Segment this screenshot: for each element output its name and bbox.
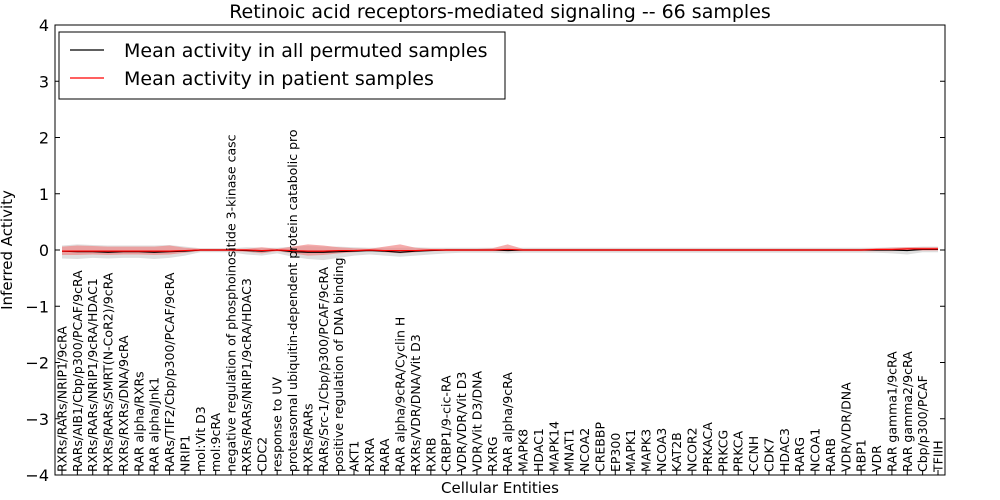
y-tick-label: 0 [39,241,49,260]
y-tick-label: −1 [25,297,49,316]
y-tick-label: 4 [39,16,49,35]
x-tick-label: RARA [377,438,392,472]
legend-box [58,31,506,100]
x-tick-label: RXRs/RXRs/DNA/9cRA [116,335,131,472]
x-tick-label: NCOR2 [685,427,700,472]
x-tick-label: response to UV [270,377,285,472]
x-tick-label: CDK7 [761,437,776,472]
series-line-patient [62,248,938,252]
x-tick-label: Cbp/p300/PCAF [915,375,930,472]
x-tick-label: CDC2 [254,437,269,472]
x-tick-label: PRKCA [731,431,746,472]
x-tick-label: RAR alpha/Jnk1 [147,377,162,472]
x-tick-label: VDR/VDR/DNA [838,382,853,472]
x-tick-label: proteasomal ubiquitin-dependent protein … [285,129,300,472]
x-tick-label: CRBP1/9-cic-RA [439,375,454,472]
x-tick-label: RXRs/RARs/NRIP1/9cRA/HDAC1 [85,278,100,472]
x-tick-label: NCOA1 [808,428,823,472]
x-tick-label: RXRs/VDR/DNA/Vit D3 [408,334,423,472]
y-tick-label: −3 [25,410,49,429]
axis-ticks: −4 −3 −2 −1 0 1 2 3 4 [25,16,945,485]
x-tick-label: RARs/Src-1/Cbp/p300/PCAF/9cRA [316,266,331,472]
x-tick-label: RAR alpha/RXRs [131,371,146,472]
y-tick-label: −4 [25,466,49,485]
x-tick-label: NCOA3 [654,428,669,472]
legend-label-patient: Mean activity in patient samples [124,68,434,90]
x-tick-labels: RXRs/RARs/NRIP1/9cRA RARs/AIB1/Cbp/p300/P… [55,129,946,473]
band-permuted [62,244,938,261]
x-tick-label: RXRs/RARs [300,403,315,472]
legend-label-permuted: Mean activity in all permuted samples [124,40,487,62]
x-tick-label: RXRs/RARs/SMRT(N-CoR2)/9cRA [101,272,116,472]
x-tick-label: RBP1 [854,439,869,472]
x-tick-label: AKT1 [347,441,362,472]
y-tick-label: 2 [39,129,49,148]
x-tick-label: positive regulation of DNA binding [331,257,346,472]
x-tick-label: RAR gamma1/9cRA [884,351,899,472]
x-tick-label: MAPK3 [639,429,654,472]
x-tick-label: MAPK14 [546,421,561,472]
x-tick-label: RXRs/RARs/NRIP1/9cRA [55,326,70,472]
x-tick-label: mol:Vit D3 [193,406,208,472]
x-tick-label: RARs/TIF2/Cbp/p300/PCAF/9cRA [162,272,177,472]
x-tick-label: HDAC3 [777,428,792,472]
y-tick-label: −2 [25,354,49,373]
x-axis-label: Cellular Entities [441,479,559,497]
x-tick-label: PRKACA [700,422,715,472]
y-tick-label: 3 [39,72,49,91]
y-tick-label: 1 [39,185,49,204]
x-tick-label: VDR/VDR/Vit D3 [454,372,469,472]
x-tick-label: HDAC1 [531,428,546,472]
x-tick-label: CREBBP [592,422,607,472]
x-tick-label: RXRB [423,437,438,472]
x-tick-label: PRKCG [715,430,730,472]
x-tick-label: NCOA2 [577,428,592,472]
confidence-bands [62,244,938,261]
x-tick-label: negative regulation of phosphoinositide … [224,134,239,472]
x-tick-label: MAPK8 [516,429,531,472]
x-tick-label: EP300 [608,433,623,472]
y-axis-label: Inferred Activity [0,190,16,310]
x-tick-label: CCNH [746,436,761,472]
x-tick-label: TFIIH [931,440,946,473]
x-tick-label: VDR/Vit D3/DNA [469,371,484,472]
x-tick-label: MNAT1 [562,429,577,472]
x-tick-label: RAR alpha/9cRA [500,372,515,472]
x-tick-label: RARG [792,437,807,472]
x-tick-label: RARB [823,438,838,472]
x-tick-label: RXRs/RARs/NRIP1/9cRA/HDAC3 [239,278,254,472]
chart-title: Retinoic acid receptors-mediated signali… [229,1,771,23]
legend: Mean activity in all permuted samples Me… [58,31,506,100]
x-tick-label: mol:9cRA [208,412,223,472]
plot-frame [54,24,946,476]
x-tick-label: RXRA [362,438,377,472]
x-tick-label: RXRG [485,436,500,472]
x-tick-label: RARs/AIB1/Cbp/p300/PCAF/9cRA [70,270,85,472]
x-tick-label: RAR alpha/9cRA/Cyclin H [393,317,408,472]
x-tick-label: NRIP1 [177,435,192,472]
x-tick-label: VDR [869,445,884,472]
x-tick-label: MAPK1 [623,429,638,472]
x-tick-label: KAT2B [669,432,684,472]
series-lines [61,248,938,253]
x-tick-label: RAR gamma2/9cRA [900,351,915,472]
